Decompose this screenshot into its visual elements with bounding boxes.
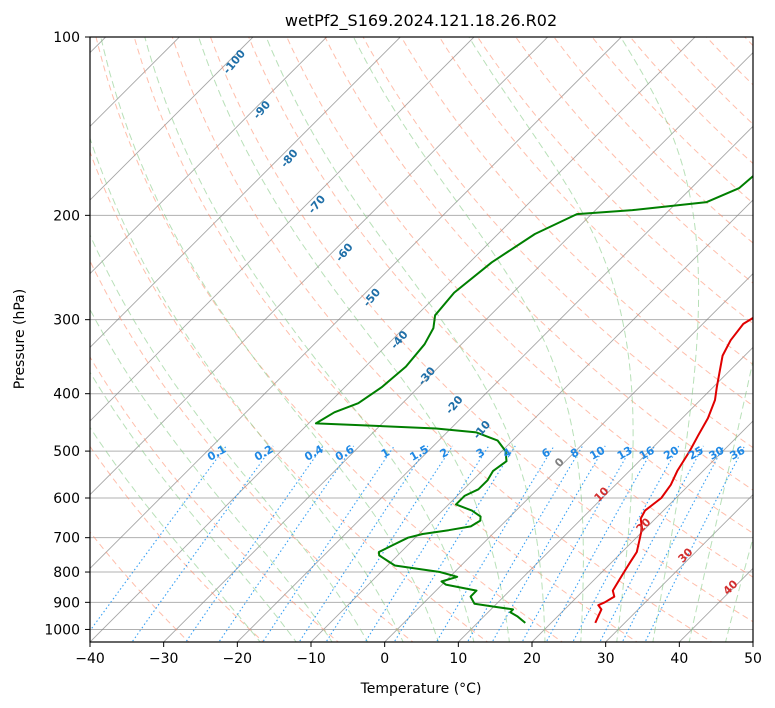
y-tick-label: 400 xyxy=(53,387,80,403)
y-tick-label: 500 xyxy=(53,444,80,460)
x-tick-label: 50 xyxy=(744,651,762,667)
isotherm-line xyxy=(90,37,475,422)
mixing-ratio-line xyxy=(466,445,584,642)
profile-lines xyxy=(314,174,753,624)
mixing-ratio-line xyxy=(218,445,355,642)
axes: −40 −30 −20 −10 0 10 20 30 40 50 100 200 300 400 500 60… xyxy=(44,30,762,667)
isotherm-line xyxy=(531,420,753,642)
x-tick-label: 10 xyxy=(449,651,467,667)
dewpoint-profile xyxy=(314,174,753,624)
isotherm-line xyxy=(310,199,753,642)
isotherm-line xyxy=(237,125,753,642)
y-tick-label: 900 xyxy=(53,595,80,611)
isotherm-line xyxy=(458,346,753,642)
isotherm-line xyxy=(90,37,622,569)
y-tick-label: 200 xyxy=(53,208,80,224)
mixing-ratio-line xyxy=(393,445,516,642)
x-tick-label: −20 xyxy=(223,651,253,667)
moist-adiabat-line xyxy=(353,37,584,642)
y-tick-label: 800 xyxy=(53,565,80,581)
dry-adiabat-line xyxy=(90,150,489,642)
mixing-ratio-line xyxy=(262,445,395,642)
mixing-ratio-line xyxy=(131,445,274,642)
dry-adiabat-line xyxy=(90,356,340,642)
chart-title: wetPf2_S169.2024.121.18.26.R02 xyxy=(285,11,557,31)
x-tick-label: 20 xyxy=(523,651,541,667)
moist-adiabat-line xyxy=(198,37,510,642)
x-tick-label: 0 xyxy=(380,651,389,667)
isotherm-line xyxy=(384,273,753,642)
x-tick-label: 30 xyxy=(597,651,615,667)
dry-adiabat-line xyxy=(133,37,638,642)
x-tick-label: 40 xyxy=(670,651,688,667)
moist-adiabat-line xyxy=(144,37,475,642)
isotherm-line xyxy=(90,37,401,348)
dry-adiabat-line xyxy=(209,37,753,623)
y-tick-label: 700 xyxy=(53,531,80,547)
y-tick-label: 600 xyxy=(53,491,80,507)
temperature-profile xyxy=(594,316,753,624)
mixing-ratio-line xyxy=(364,445,490,642)
mixing-ratio-line xyxy=(325,445,454,642)
y-tick-label: 100 xyxy=(53,30,80,46)
dry-adiabat-line xyxy=(515,37,753,284)
isotherm-line xyxy=(90,37,548,496)
y-tick-label: 300 xyxy=(53,313,80,329)
mixing-ratio-line xyxy=(298,445,429,642)
moist-adiabat-line xyxy=(90,426,261,642)
x-tick-label: −30 xyxy=(149,651,179,667)
isotherm-line xyxy=(90,37,327,275)
x-axis-label: Temperature (°C) xyxy=(360,681,482,697)
moist-adiabat-line xyxy=(688,358,753,642)
y-tick-label: 1000 xyxy=(44,622,80,638)
background-lines xyxy=(90,37,753,642)
isotherm-line xyxy=(163,52,753,642)
moist-adiabat-line xyxy=(265,37,546,642)
moist-adiabat-line xyxy=(620,37,700,642)
isotherm-line xyxy=(605,494,753,642)
moist-adiabat-line xyxy=(100,37,440,642)
mixing-ratio-line xyxy=(185,445,324,642)
isotherm-line xyxy=(90,37,696,642)
y-axis-label: Pressure (hPa) xyxy=(12,289,28,389)
x-tick-label: −10 xyxy=(296,651,326,667)
mixing-ratio-line xyxy=(599,445,704,642)
dry-adiabat-line xyxy=(95,37,564,642)
moist-adiabat-line xyxy=(468,37,634,642)
mixing-ratio-line xyxy=(491,445,606,642)
x-tick-label: −40 xyxy=(75,651,105,667)
moist-adiabat-line xyxy=(90,371,297,642)
moist-adiabat-line xyxy=(90,233,369,642)
dry-adiabat-line xyxy=(90,259,414,642)
dry-adiabat-line xyxy=(90,445,265,642)
plot-area xyxy=(90,37,753,642)
mixing-ratio-line xyxy=(572,445,680,642)
moist-adiabat-line xyxy=(90,136,404,642)
plot-frame xyxy=(89,36,754,643)
isotherm-line xyxy=(90,37,254,201)
